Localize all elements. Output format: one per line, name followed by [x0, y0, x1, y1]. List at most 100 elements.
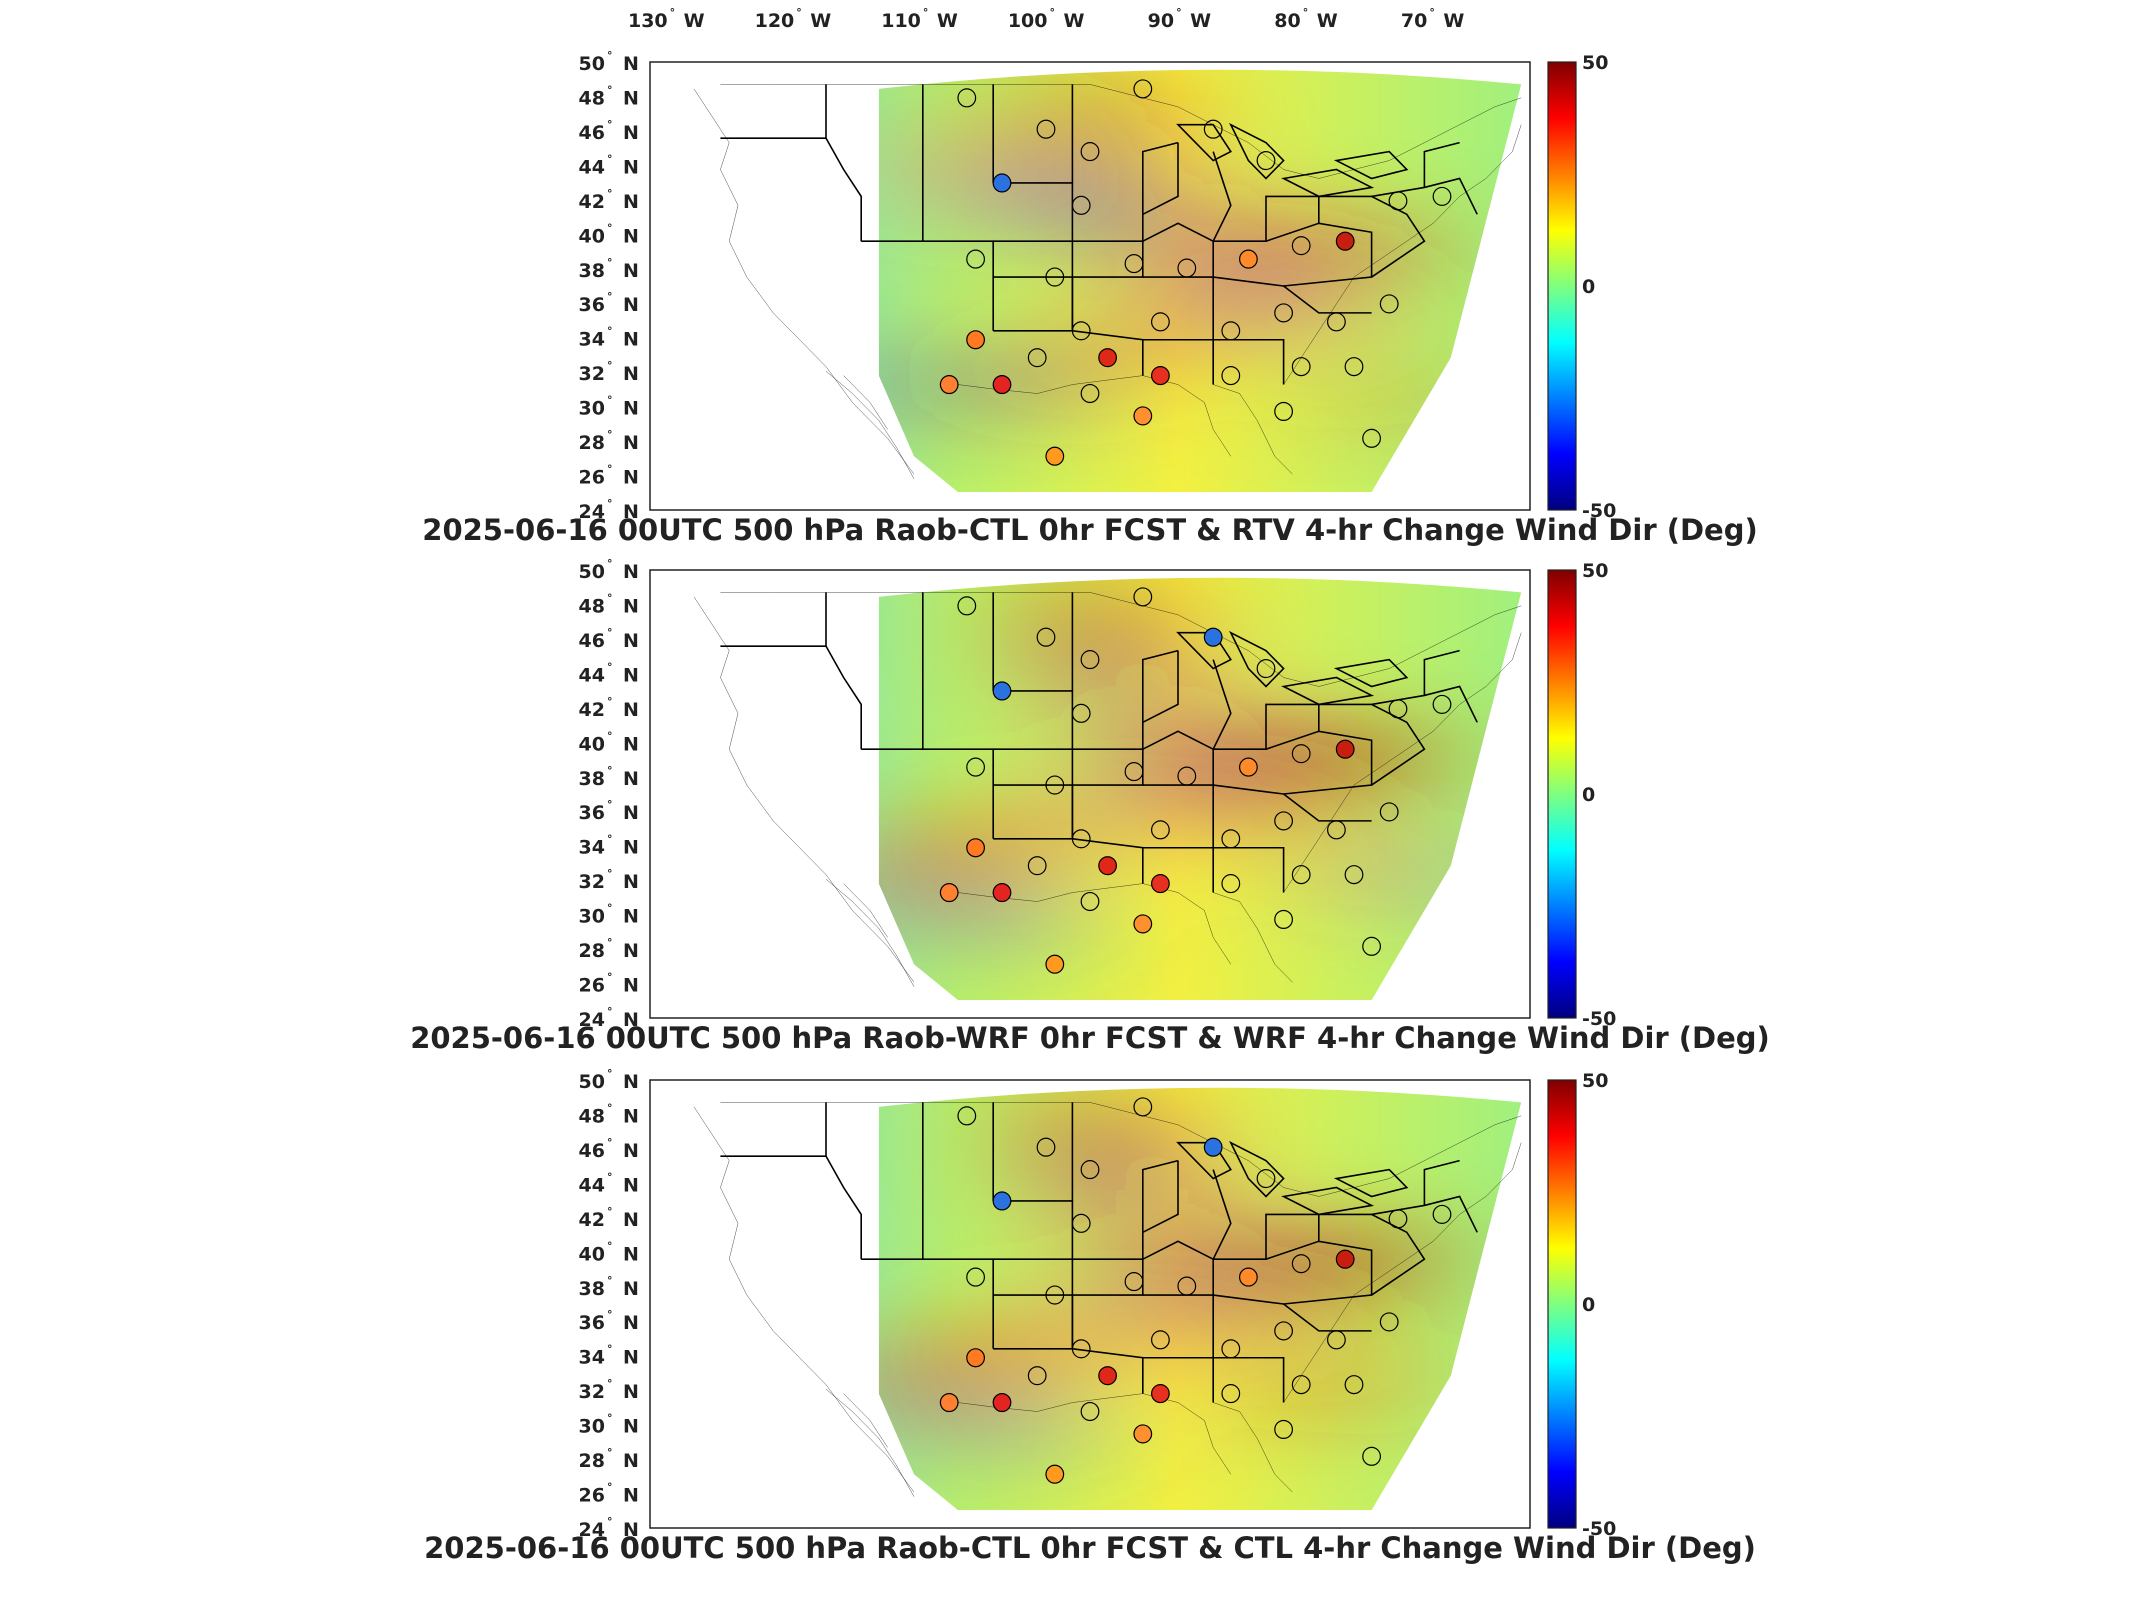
- state-border: [1424, 651, 1459, 696]
- lat-tick-44-N: 44 ° N: [579, 660, 639, 686]
- coastline: [694, 592, 1521, 986]
- raob-station-marker: [1081, 143, 1099, 161]
- lat-tick-hemisphere: N: [623, 260, 639, 282]
- raob-station-marker: [1380, 1313, 1398, 1331]
- lat-tick-value: 34: [579, 837, 605, 859]
- raob-station-marker: [1389, 700, 1407, 718]
- state-border: [1213, 1170, 1231, 1260]
- raob-station-marker: [1345, 866, 1363, 884]
- raob-station-marker: [967, 331, 985, 349]
- colorbar-max-label: 50: [1582, 560, 1608, 582]
- raob-station-marker: [1336, 232, 1354, 250]
- degree-symbol: °: [607, 1377, 613, 1390]
- map-area: [650, 69, 1530, 493]
- raob-station-marker: [1046, 1465, 1064, 1483]
- raob-station-marker: [1336, 740, 1354, 758]
- lat-tick-hemisphere: N: [623, 363, 639, 385]
- raob-station-marker: [1125, 1273, 1143, 1291]
- state-border: [1143, 651, 1178, 750]
- lat-tick-value: 50: [579, 53, 605, 75]
- field-anomaly: [1063, 577, 1135, 696]
- lat-tick-hemisphere: N: [623, 1140, 639, 1162]
- great-lakes: [1178, 633, 1407, 705]
- lat-tick-value: 44: [579, 1174, 605, 1196]
- raob-station-marker: [967, 250, 985, 268]
- field-anomaly: [1063, 1087, 1135, 1206]
- lon-tick-hemisphere: W: [1317, 10, 1338, 32]
- lat-tick-hemisphere: N: [623, 630, 639, 652]
- raob-station-marker: [1125, 255, 1143, 273]
- state-border: [993, 183, 1072, 241]
- state-border: [1284, 1304, 1372, 1331]
- raob-station-marker: [1292, 1255, 1310, 1273]
- raob-station-marker: [1046, 447, 1064, 465]
- lat-tick-hemisphere: N: [623, 398, 639, 420]
- degree-symbol: °: [607, 152, 613, 165]
- field-anomaly: [1186, 272, 1275, 318]
- field-anomaly: [1063, 70, 1134, 179]
- lat-tick-hemisphere: N: [623, 802, 639, 824]
- lat-tick-28-N: 28 ° N: [579, 936, 639, 962]
- degree-symbol: °: [607, 764, 613, 777]
- lat-tick-value: 40: [579, 733, 605, 755]
- degree-symbol: °: [607, 1067, 613, 1080]
- state-border: [1143, 651, 1178, 723]
- state-border: [1213, 785, 1283, 893]
- degree-symbol: °: [1176, 6, 1182, 19]
- lon-tick-hemisphere: W: [1190, 10, 1211, 32]
- raob-station-marker: [1099, 1367, 1117, 1385]
- state-border: [1266, 704, 1319, 749]
- raob-station-marker: [1222, 875, 1240, 893]
- raob-station-marker: [993, 376, 1011, 394]
- degree-symbol: °: [607, 1515, 613, 1528]
- state-border: [1143, 143, 1178, 215]
- raob-station-marker: [1152, 367, 1170, 385]
- raob-station-marker: [1037, 120, 1055, 138]
- colorbar: 50 0 -50: [1547, 52, 1616, 522]
- lat-tick-hemisphere: N: [623, 467, 639, 489]
- raob-station-marker: [1134, 588, 1152, 606]
- colorbar-max-label: 50: [1582, 1070, 1608, 1092]
- degree-symbol: °: [607, 83, 613, 96]
- lon-tick-value: 70: [1401, 10, 1427, 32]
- raob-station-marker: [1275, 910, 1293, 928]
- raob-station-marker: [1275, 812, 1293, 830]
- state-border: [720, 84, 826, 138]
- lat-tick-value: 24: [579, 501, 605, 523]
- raob-station-marker: [1134, 407, 1152, 425]
- lat-tick-28-N: 28 ° N: [579, 1446, 639, 1472]
- lat-tick-value: 24: [579, 1009, 605, 1031]
- raob-station-marker: [1178, 259, 1196, 277]
- degree-symbol: °: [607, 325, 613, 338]
- lat-tick-34-N: 34 ° N: [579, 833, 639, 859]
- panel-title: 2025-06-16 00UTC 500 hPa Raob-CTL 0hr FC…: [424, 1531, 1756, 1565]
- lat-tick-value: 42: [579, 191, 605, 213]
- state-border: [1143, 1161, 1178, 1233]
- lat-tick-value: 34: [579, 1347, 605, 1369]
- state-border: [720, 1102, 826, 1156]
- lat-tick-44-N: 44 ° N: [579, 152, 639, 178]
- degree-symbol: °: [607, 729, 613, 742]
- lat-tick-32-N: 32 ° N: [579, 867, 639, 893]
- lat-tick-hemisphere: N: [623, 733, 639, 755]
- lat-tick-36-N: 36 ° N: [579, 1308, 639, 1334]
- raob-station-marker: [1037, 1138, 1055, 1156]
- raob-station-marker: [1363, 937, 1381, 955]
- raob-station-marker: [1389, 1210, 1407, 1228]
- lat-tick-hemisphere: N: [623, 699, 639, 721]
- state-border: [1072, 785, 1142, 884]
- degree-symbol: °: [607, 463, 613, 476]
- lat-tick-hemisphere: N: [623, 122, 639, 144]
- lat-tick-hemisphere: N: [623, 906, 639, 928]
- raob-station-marker: [958, 597, 976, 615]
- raob-stations: [940, 588, 1450, 973]
- raob-station-marker: [940, 1394, 958, 1412]
- lat-tick-hemisphere: N: [623, 561, 639, 583]
- state-border: [826, 646, 861, 749]
- degree-symbol: °: [607, 1343, 613, 1356]
- degree-symbol: °: [607, 497, 613, 510]
- state-border: [1319, 1214, 1425, 1295]
- colorbar-min-label: -50: [1582, 1008, 1616, 1030]
- lat-tick-hemisphere: N: [623, 87, 639, 109]
- raob-station-marker: [1028, 857, 1046, 875]
